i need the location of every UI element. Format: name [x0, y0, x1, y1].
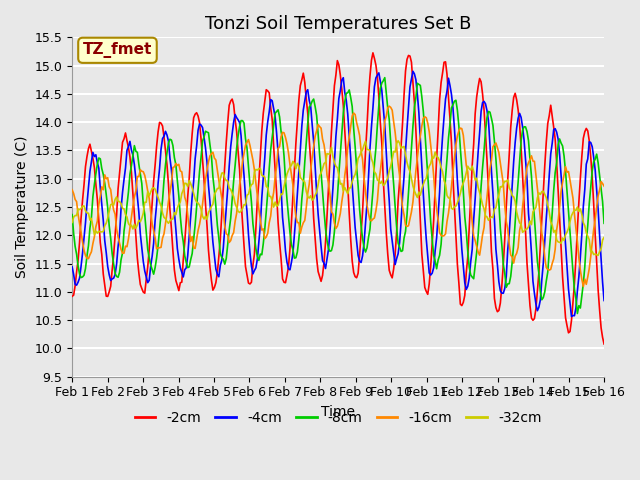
-32cm: [394, 138, 402, 144]
-16cm: [572, 226, 580, 231]
-8cm: [244, 164, 252, 170]
Y-axis label: Soil Temperature (C): Soil Temperature (C): [15, 136, 29, 278]
-32cm: [227, 187, 234, 192]
X-axis label: Time: Time: [321, 405, 355, 419]
-16cm: [600, 183, 608, 189]
-4cm: [227, 144, 234, 150]
-2cm: [244, 280, 252, 286]
-4cm: [244, 231, 252, 237]
-32cm: [253, 167, 261, 173]
-16cm: [253, 192, 261, 198]
-4cm: [573, 288, 581, 294]
-4cm: [568, 313, 575, 319]
-4cm: [301, 98, 308, 104]
-2cm: [369, 50, 377, 56]
-4cm: [68, 264, 76, 270]
-8cm: [381, 75, 388, 81]
-16cm: [385, 103, 393, 109]
Line: -8cm: -8cm: [72, 78, 604, 313]
-16cm: [134, 174, 141, 180]
-8cm: [573, 311, 581, 316]
-32cm: [68, 219, 76, 225]
-4cm: [409, 69, 417, 74]
Legend: -2cm, -4cm, -8cm, -16cm, -32cm: -2cm, -4cm, -8cm, -16cm, -32cm: [129, 406, 547, 431]
-2cm: [600, 341, 608, 347]
Line: -4cm: -4cm: [72, 72, 604, 316]
-4cm: [134, 194, 141, 200]
-4cm: [253, 256, 261, 262]
-32cm: [572, 207, 580, 213]
-16cm: [68, 187, 76, 192]
Line: -16cm: -16cm: [72, 106, 604, 287]
-8cm: [68, 212, 76, 217]
-8cm: [600, 220, 608, 226]
-16cm: [579, 284, 587, 289]
-8cm: [253, 253, 261, 259]
Line: -2cm: -2cm: [72, 53, 604, 344]
Title: Tonzi Soil Temperatures Set B: Tonzi Soil Temperatures Set B: [205, 15, 471, 33]
-8cm: [134, 149, 141, 155]
-2cm: [134, 255, 141, 261]
-32cm: [244, 191, 252, 197]
-32cm: [134, 222, 141, 228]
Text: TZ_fmet: TZ_fmet: [83, 42, 152, 58]
-16cm: [227, 238, 234, 243]
Line: -32cm: -32cm: [72, 141, 604, 255]
-2cm: [301, 80, 308, 85]
-16cm: [244, 137, 252, 143]
-16cm: [301, 217, 308, 223]
-32cm: [595, 252, 602, 258]
-8cm: [572, 296, 580, 301]
-32cm: [600, 235, 608, 240]
-4cm: [600, 298, 608, 303]
-2cm: [572, 256, 580, 262]
-32cm: [301, 180, 308, 185]
-2cm: [68, 293, 76, 299]
-8cm: [301, 159, 308, 165]
-2cm: [227, 98, 234, 104]
-2cm: [253, 197, 261, 203]
-8cm: [227, 216, 234, 221]
